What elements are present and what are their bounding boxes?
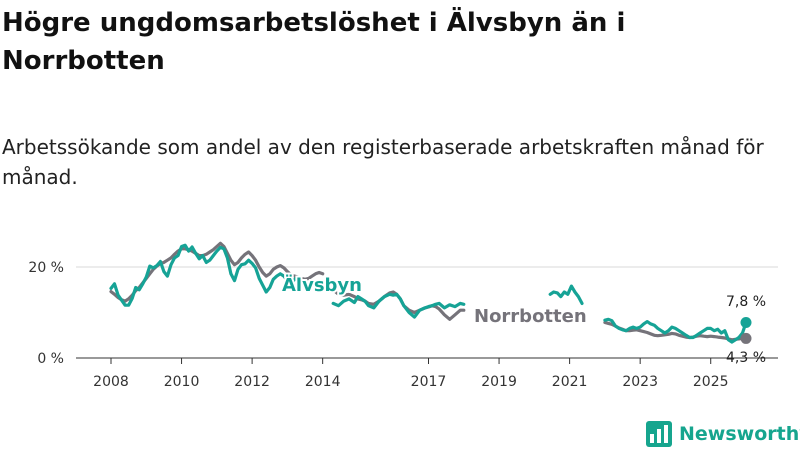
series-line-älvsbyn <box>109 243 748 344</box>
y-tick-label: 0 % <box>37 351 64 367</box>
end-value-norrbotten: 4,3 % <box>726 350 766 366</box>
x-tick-label: 2023 <box>622 374 658 390</box>
series-lines <box>109 241 752 344</box>
x-tick-label: 2017 <box>411 374 447 390</box>
chart-subtitle: Arbetssökande som andel av den registerb… <box>2 135 764 189</box>
x-tick-label: 2012 <box>234 374 270 390</box>
y-axis-ticks: 0 % 20 % <box>28 260 64 367</box>
series-name-alvsbyn: Älvsbyn <box>282 274 362 296</box>
x-tick-label: 2025 <box>693 374 729 390</box>
x-tick-label: 2008 <box>93 374 129 390</box>
newsworthy-logo: Newsworthy <box>645 420 800 448</box>
brand-name: Newsworthy <box>679 423 800 445</box>
end-value-alvsbyn: 7,8 % <box>726 294 766 310</box>
x-tick-label: 2014 <box>305 374 341 390</box>
chart-title: Högre ungdomsarbetslöshet i Älvsbyn än i… <box>2 8 626 76</box>
end-point-älvsbyn <box>740 317 752 329</box>
series-labels: Älvsbyn Norrbotten 7,8 % 4,3 % <box>280 272 766 366</box>
x-axis-ticks: 2008 2010 2012 2014 2017 2019 2021 2023 2025 <box>93 358 729 390</box>
x-tick-label: 2010 <box>164 374 200 390</box>
newsworthy-bar-chart-icon <box>646 421 672 447</box>
y-tick-label: 20 % <box>28 260 64 276</box>
end-point-norrbotten <box>740 332 752 344</box>
x-tick-label: 2021 <box>552 374 588 390</box>
grid <box>76 266 778 359</box>
x-tick-label: 2019 <box>481 374 517 390</box>
series-name-norrbotten: Norrbotten <box>474 306 587 327</box>
